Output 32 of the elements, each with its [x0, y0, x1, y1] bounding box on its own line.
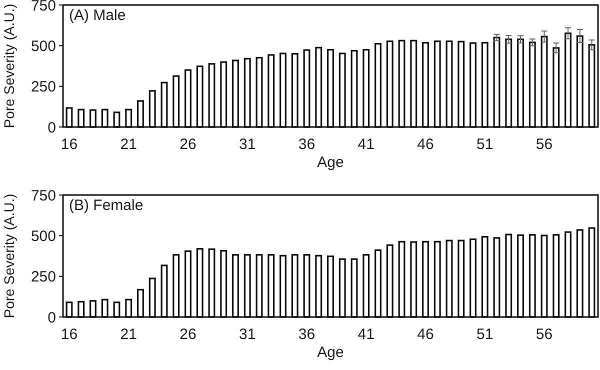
x-tick-label: 56	[536, 136, 553, 153]
x-tick-label: 31	[239, 136, 256, 153]
y-tick-label: 0	[48, 309, 56, 326]
x-axis-title: Age	[317, 344, 344, 361]
x-tick-label: 16	[60, 326, 78, 343]
y-axis-title: Pore Severity (A.U.)	[1, 4, 17, 128]
y-tick-label: 500	[30, 38, 56, 55]
y-tick-label: 250	[30, 78, 56, 96]
x-tick-label: 26	[180, 326, 196, 343]
y-tick-label: 750	[30, 0, 56, 14]
x-tick-label: 21	[120, 136, 137, 153]
x-tick-label: 21	[120, 326, 137, 343]
x-tick-label: 26	[180, 136, 196, 153]
x-tick-label: 56	[536, 326, 553, 343]
chart-title: (A) Male	[69, 7, 126, 24]
y-axis-title: Pore Severity (A.U.)	[1, 194, 17, 318]
x-tick-label: 41	[358, 136, 374, 153]
x-tick-label: 51	[476, 326, 494, 343]
x-tick-label: 46	[417, 136, 434, 153]
x-tick-label: 36	[298, 136, 316, 153]
x-tick-label: 51	[476, 136, 494, 153]
x-tick-label: 31	[239, 326, 256, 343]
chart-title: (B) Female	[69, 197, 144, 214]
x-tick-label: 16	[60, 136, 78, 153]
y-tick-label: 0	[48, 119, 56, 136]
y-tick-label: 750	[30, 187, 56, 204]
y-tick-label: 500	[30, 228, 56, 245]
x-tick-label: 41	[358, 326, 374, 343]
x-tick-label: 36	[298, 326, 316, 343]
y-tick-label: 250	[30, 268, 56, 286]
x-axis-title: Age	[317, 154, 344, 171]
x-tick-label: 46	[417, 326, 434, 343]
